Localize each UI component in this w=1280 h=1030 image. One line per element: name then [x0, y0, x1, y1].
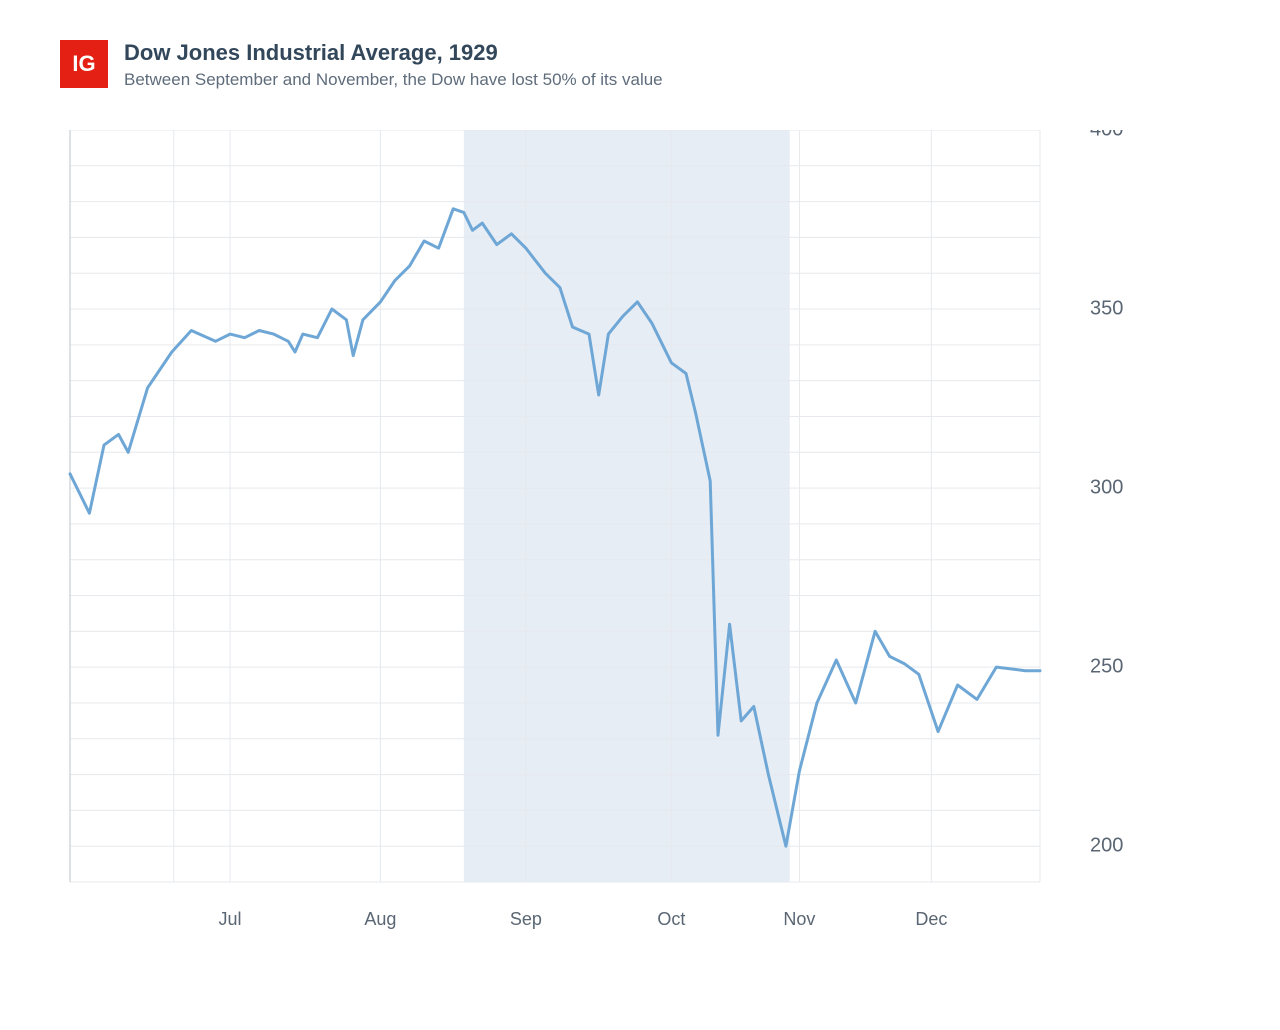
svg-text:Dec: Dec — [915, 909, 947, 929]
svg-text:Jul: Jul — [219, 909, 242, 929]
brand-logo: IG — [60, 40, 108, 88]
svg-text:350: 350 — [1090, 297, 1123, 319]
svg-text:250: 250 — [1090, 655, 1123, 677]
svg-text:Aug: Aug — [364, 909, 396, 929]
chart-header: IG Dow Jones Industrial Average, 1929 Be… — [60, 40, 663, 90]
svg-text:200: 200 — [1090, 834, 1123, 856]
chart-title: Dow Jones Industrial Average, 1929 — [124, 40, 663, 66]
svg-text:300: 300 — [1090, 476, 1123, 498]
svg-text:Sep: Sep — [510, 909, 542, 929]
svg-text:Oct: Oct — [657, 909, 685, 929]
line-chart: 200 250 300 350 400 Jul Aug Sep Oct Nov Dec — [60, 130, 1160, 950]
svg-text:400: 400 — [1090, 130, 1123, 140]
chart-subtitle: Between September and November, the Dow … — [124, 70, 663, 90]
chart-area: 200 250 300 350 400 Jul Aug Sep Oct Nov Dec — [60, 130, 1160, 950]
svg-text:Nov: Nov — [783, 909, 815, 929]
